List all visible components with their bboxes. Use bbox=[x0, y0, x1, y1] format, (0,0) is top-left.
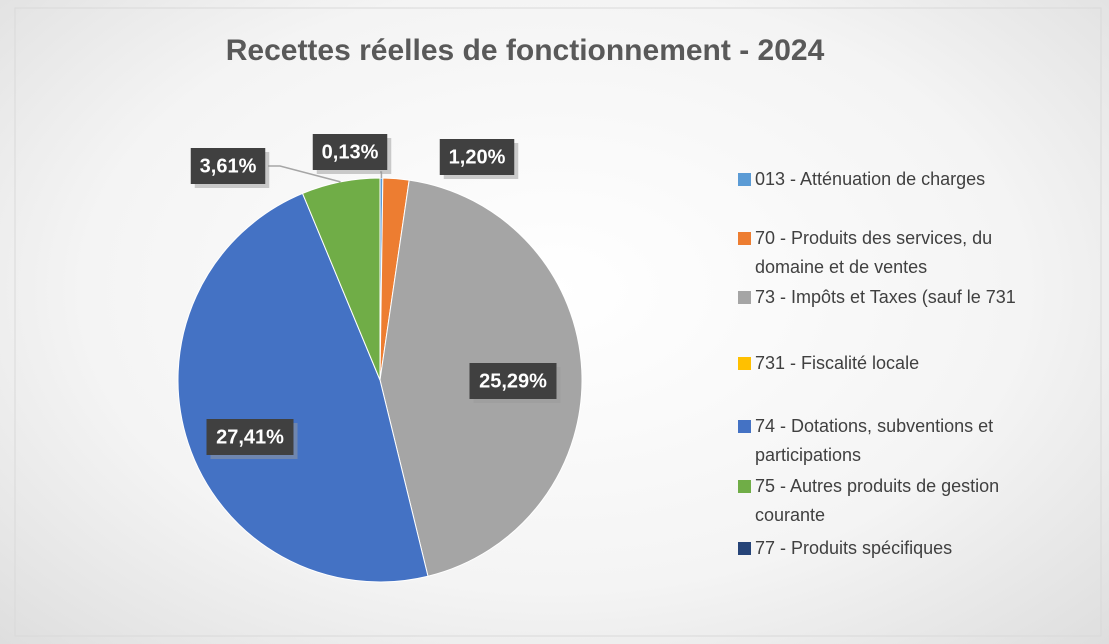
data-label: 25,29% bbox=[479, 370, 547, 392]
legend-label: 77 - Produits spécifiques bbox=[755, 538, 953, 558]
legend-label: 731 - Fiscalité locale bbox=[755, 353, 920, 373]
legend-swatch bbox=[738, 542, 751, 555]
data-label-box bbox=[439, 139, 515, 175]
legend-swatch bbox=[738, 420, 751, 433]
pie-slice bbox=[301, 177, 381, 381]
legend-swatch bbox=[738, 291, 751, 304]
legend-swatch bbox=[738, 232, 751, 245]
chart-title: Recettes réelles de fonctionnement - 202… bbox=[226, 34, 825, 67]
legend-label: 73 - Impôts et Taxes (sauf le 731 bbox=[755, 287, 1016, 307]
data-label-box bbox=[312, 134, 388, 170]
data-label-box bbox=[469, 363, 557, 399]
legend-label: 70 - Produits des services, du domaine e… bbox=[755, 228, 993, 277]
legend-label: 013 - Atténuation de charges bbox=[755, 169, 986, 189]
legend-swatch bbox=[738, 480, 751, 493]
data-label: 27,41% bbox=[216, 426, 284, 448]
data-label: 0,13% bbox=[322, 141, 379, 163]
data-label: 3,61% bbox=[200, 155, 257, 177]
legend-swatch bbox=[738, 173, 751, 186]
data-label-box bbox=[206, 419, 294, 455]
legend-label: 75 - Autres produits de gestion courante bbox=[755, 476, 1000, 525]
legend-swatch bbox=[738, 357, 751, 370]
chart-border bbox=[14, 7, 1102, 637]
legend-label: 74 - Dotations, subventions et participa… bbox=[755, 416, 994, 465]
pie-slice bbox=[177, 192, 429, 583]
data-label: 1,20% bbox=[449, 146, 506, 168]
data-label-box bbox=[190, 148, 266, 184]
leader-line bbox=[268, 165, 341, 183]
